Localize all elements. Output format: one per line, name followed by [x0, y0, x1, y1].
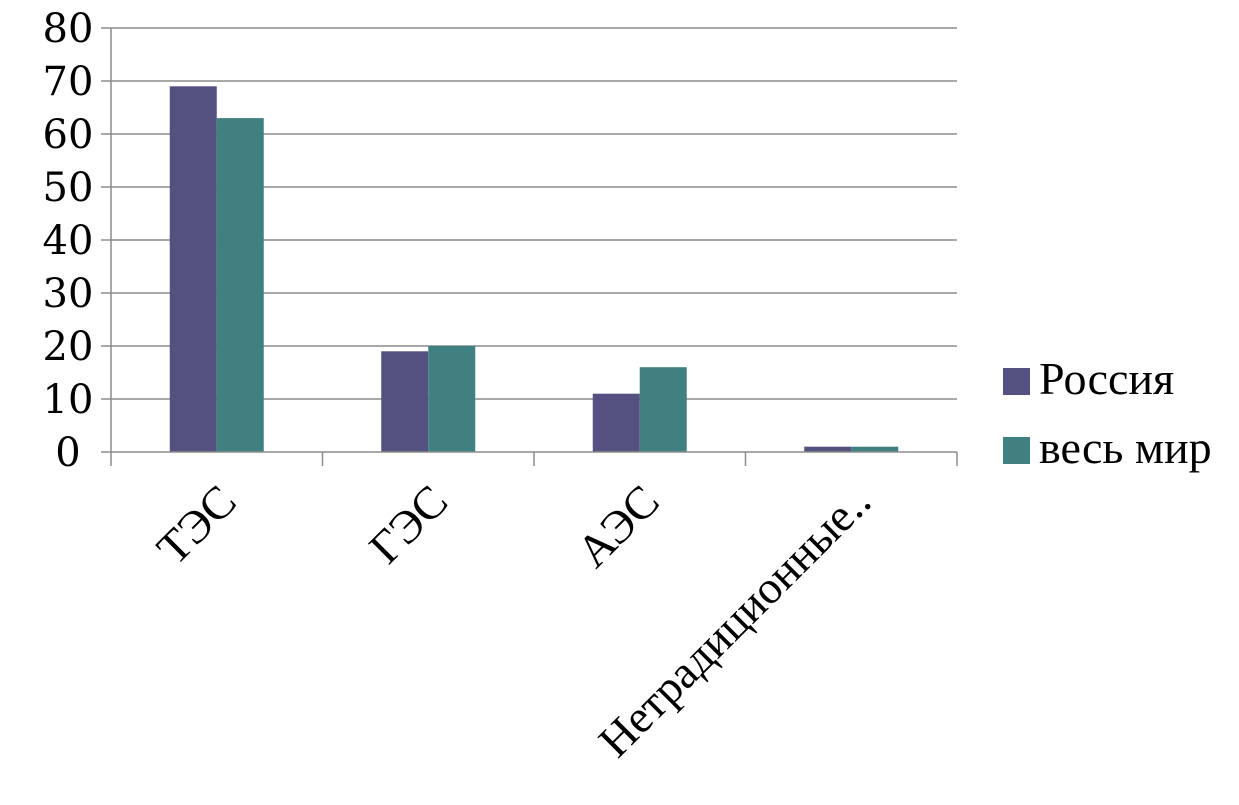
x-axis [110, 28, 958, 466]
bar-world-1 [428, 346, 476, 452]
bar-russia-0 [169, 86, 217, 453]
y-tick-label: 10 [43, 377, 94, 423]
x-tick-label: АЭС [567, 475, 669, 577]
y-tick-label: 70 [43, 59, 94, 105]
y-tick-label: 30 [43, 271, 94, 317]
x-tick-label: ТЭС [147, 475, 246, 574]
y-axis-ticks: 0 10 20 30 40 50 60 70 80 [43, 6, 111, 476]
legend: Россия весь мир [1003, 353, 1212, 473]
legend-swatch [1003, 368, 1030, 395]
bar-russia-1 [381, 351, 429, 452]
bar-world-3 [851, 446, 899, 452]
bars [169, 86, 899, 453]
y-tick-label: 50 [43, 165, 94, 211]
bar-russia-3 [804, 446, 852, 452]
x-tick-label: ГЭС [359, 475, 457, 573]
y-tick-label: 0 [55, 430, 80, 476]
bar-russia-2 [592, 393, 640, 452]
y-tick-label: 20 [43, 324, 94, 370]
legend-item: весь мир [1003, 422, 1212, 473]
legend-label: Россия [1039, 353, 1174, 404]
bar-world-0 [216, 118, 264, 452]
legend-item: Россия [1003, 353, 1174, 404]
y-tick-label: 60 [43, 112, 94, 158]
y-tick-label: 40 [43, 218, 94, 264]
legend-swatch [1003, 437, 1030, 464]
legend-label: весь мир [1039, 422, 1212, 473]
y-tick-label: 80 [43, 6, 94, 52]
bar-world-2 [639, 367, 687, 452]
